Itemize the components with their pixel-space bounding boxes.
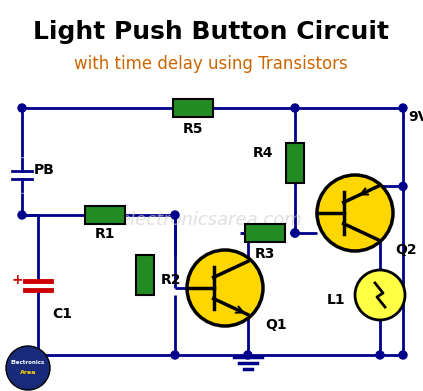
Text: R4: R4 [253,146,273,160]
Circle shape [18,351,26,359]
Text: Light Push Button Circuit: Light Push Button Circuit [33,20,389,44]
Circle shape [355,270,405,320]
Circle shape [244,351,252,359]
Circle shape [399,104,407,112]
Circle shape [171,211,179,219]
Text: R2: R2 [161,273,181,287]
Text: R5: R5 [183,122,203,136]
Circle shape [18,104,26,112]
Bar [173,99,213,117]
Circle shape [376,351,384,359]
Text: R1: R1 [95,227,115,241]
Circle shape [399,351,407,359]
Text: +: + [11,273,23,287]
Circle shape [317,175,393,251]
Text: PB: PB [34,163,55,177]
Bar [85,206,125,224]
Text: electronicsarea.com: electronicsarea.com [120,211,302,229]
Text: L1: L1 [327,293,345,307]
Circle shape [291,104,299,112]
Circle shape [6,346,50,390]
Circle shape [171,351,179,359]
Text: C1: C1 [52,307,72,321]
Circle shape [291,229,299,237]
Bar [286,143,304,183]
Circle shape [291,229,299,237]
Text: Q1: Q1 [265,318,287,332]
Text: with time delay using Transistors: with time delay using Transistors [74,55,348,73]
Text: Area: Area [20,369,36,375]
Bar [136,255,154,295]
Circle shape [187,250,263,326]
Bar [245,224,285,242]
Text: Q2: Q2 [395,243,417,257]
Text: R3: R3 [255,247,275,261]
Circle shape [399,182,407,190]
Text: Electronics: Electronics [11,361,45,366]
Circle shape [18,211,26,219]
Text: 9V: 9V [408,110,423,124]
